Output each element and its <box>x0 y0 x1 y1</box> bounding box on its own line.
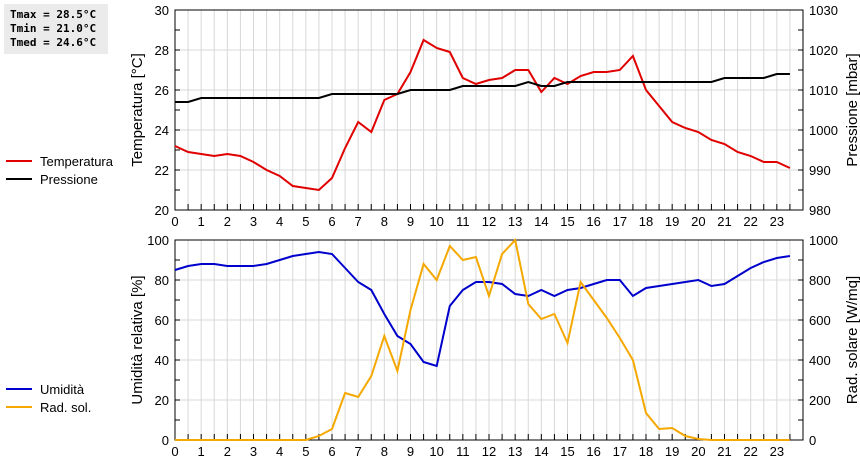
y-tick-label: 80 <box>155 273 169 288</box>
x-tick-label: 7 <box>355 444 362 459</box>
x-tick-label: 23 <box>770 444 784 459</box>
x-tick-label: 22 <box>743 214 757 229</box>
y2-axis-title: Pressione [mbar] <box>844 53 860 166</box>
x-tick-label: 22 <box>743 444 757 459</box>
y-axis-title: Temperatura [°C] <box>129 53 146 167</box>
x-tick-label: 4 <box>276 444 283 459</box>
x-tick-label: 9 <box>407 214 414 229</box>
y2-tick-label: 1020 <box>809 43 838 58</box>
legend-label: Umidità <box>40 381 85 397</box>
red-line-swatch-icon <box>6 160 32 162</box>
y2-tick-label: 1000 <box>809 123 838 138</box>
x-tick-label: 5 <box>302 444 309 459</box>
y-tick-label: 20 <box>155 393 169 408</box>
y2-tick-label: 1010 <box>809 83 838 98</box>
x-tick-label: 1 <box>198 444 205 459</box>
x-tick-label: 2 <box>224 444 231 459</box>
x-tick-label: 12 <box>482 444 496 459</box>
legend-item-temperatura: Temperatura <box>6 152 113 170</box>
x-tick-label: 5 <box>302 214 309 229</box>
x-tick-label: 0 <box>171 444 178 459</box>
blue-line-swatch-icon <box>6 388 32 390</box>
x-tick-label: 0 <box>171 214 178 229</box>
x-tick-label: 14 <box>534 444 548 459</box>
x-tick-label: 17 <box>613 444 627 459</box>
x-tick-label: 19 <box>665 214 679 229</box>
x-tick-label: 14 <box>534 214 548 229</box>
y-tick-label: 0 <box>162 433 169 448</box>
x-tick-label: 13 <box>508 214 522 229</box>
y2-tick-label: 1030 <box>809 3 838 18</box>
x-tick-label: 8 <box>381 214 388 229</box>
y2-tick-label: 980 <box>809 203 831 218</box>
legend-item-rad-sol: Rad. sol. <box>6 398 91 416</box>
y-tick-label: 40 <box>155 353 169 368</box>
x-tick-label: 16 <box>586 214 600 229</box>
y2-tick-label: 1000 <box>809 233 838 248</box>
x-tick-label: 23 <box>770 214 784 229</box>
y2-tick-label: 200 <box>809 393 831 408</box>
x-tick-label: 12 <box>482 214 496 229</box>
y2-tick-label: 400 <box>809 353 831 368</box>
x-tick-label: 10 <box>429 214 443 229</box>
y-tick-label: 28 <box>155 43 169 58</box>
legend-label: Temperatura <box>40 153 113 169</box>
orange-line-swatch-icon <box>6 406 32 408</box>
y-tick-label: 100 <box>147 233 169 248</box>
x-tick-label: 3 <box>250 444 257 459</box>
legend-item-umidita: Umidità <box>6 380 91 398</box>
y-tick-label: 30 <box>155 3 169 18</box>
x-tick-label: 13 <box>508 444 522 459</box>
x-tick-label: 4 <box>276 214 283 229</box>
y-axis-title: Umidità relativa [%] <box>129 275 146 404</box>
x-tick-label: 7 <box>355 214 362 229</box>
y-tick-label: 22 <box>155 163 169 178</box>
x-tick-label: 6 <box>328 444 335 459</box>
pressione-line <box>175 73 790 103</box>
y2-tick-label: 0 <box>809 433 816 448</box>
x-tick-label: 18 <box>639 444 653 459</box>
x-tick-label: 1 <box>198 214 205 229</box>
y2-tick-label: 800 <box>809 273 831 288</box>
rad-sol--line <box>175 237 790 441</box>
x-tick-label: 21 <box>717 444 731 459</box>
tmed-label: Tmed = 24.6°C <box>10 36 97 49</box>
legend-label: Rad. sol. <box>40 399 92 415</box>
black-line-swatch-icon <box>6 178 32 180</box>
temperatura-line <box>174 38 791 192</box>
x-tick-label: 16 <box>586 444 600 459</box>
x-tick-label: 19 <box>665 444 679 459</box>
x-tick-label: 17 <box>613 214 627 229</box>
x-tick-label: 2 <box>224 214 231 229</box>
legend-bottom: Umidità Rad. sol. <box>6 380 91 416</box>
x-tick-label: 11 <box>456 444 470 459</box>
y2-tick-label: 990 <box>809 163 831 178</box>
x-tick-label: 18 <box>639 214 653 229</box>
x-tick-label: 9 <box>407 444 414 459</box>
x-tick-label: 21 <box>717 214 731 229</box>
x-tick-label: 15 <box>560 214 574 229</box>
legend-item-pressione: Pressione <box>6 170 113 188</box>
x-tick-label: 20 <box>691 444 705 459</box>
y-tick-label: 60 <box>155 313 169 328</box>
x-tick-label: 20 <box>691 214 705 229</box>
x-tick-label: 11 <box>456 214 470 229</box>
y2-tick-label: 600 <box>809 313 831 328</box>
y-tick-label: 26 <box>155 83 169 98</box>
legend-label: Pressione <box>40 171 98 187</box>
umidit--line <box>174 250 791 368</box>
x-tick-label: 15 <box>560 444 574 459</box>
y-tick-label: 20 <box>155 203 169 218</box>
x-tick-label: 10 <box>429 444 443 459</box>
tmin-label: Tmin = 21.0°C <box>10 22 97 35</box>
y-tick-label: 24 <box>155 123 169 138</box>
legend-top: Temperatura Pressione <box>6 152 113 188</box>
tmax-label: Tmax = 28.5°C <box>10 8 97 21</box>
temperature-stats-box: Tmax = 28.5°C Tmin = 21.0°C Tmed = 24.6°… <box>4 4 108 54</box>
x-tick-label: 8 <box>381 444 388 459</box>
y2-axis-title: Rad. solare [W/mq] <box>844 276 860 404</box>
x-tick-label: 3 <box>250 214 257 229</box>
x-tick-label: 6 <box>328 214 335 229</box>
